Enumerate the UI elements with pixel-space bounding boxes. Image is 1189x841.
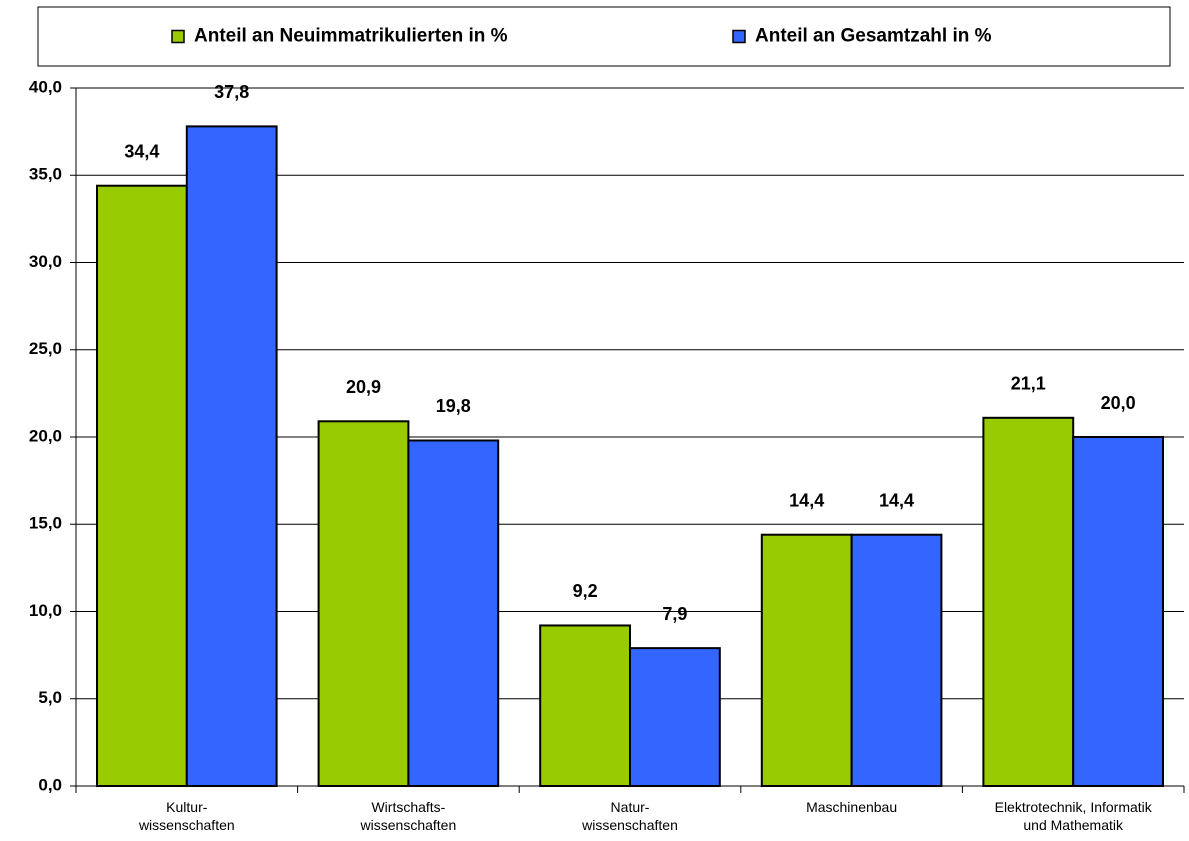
- y-tick-label: 20,0: [29, 426, 62, 445]
- x-tick-label: Kultur-wissenschaften: [138, 799, 235, 833]
- data-label: 34,4: [124, 141, 159, 161]
- data-label: 37,8: [214, 82, 249, 102]
- y-tick-label: 35,0: [29, 165, 62, 184]
- data-label: 7,9: [662, 604, 687, 624]
- data-label: 14,4: [879, 490, 914, 510]
- y-tick-label: 0,0: [38, 775, 62, 794]
- data-label: 9,2: [573, 581, 598, 601]
- data-label: 19,8: [436, 396, 471, 416]
- x-tick-label: Elektrotechnik, Informatik und Mathematik: [995, 799, 1153, 833]
- bar: [982, 416, 1075, 787]
- legend-label: Anteil an Neuimmatrikulierten in %: [194, 26, 508, 47]
- legend-box: [37, 6, 1171, 67]
- x-tick-label: Wirtschafts-wissenschaften: [360, 799, 457, 833]
- y-tick-label: 5,0: [38, 688, 62, 707]
- bar: [407, 439, 500, 787]
- bar: [1072, 436, 1164, 787]
- y-tick-label: 30,0: [29, 252, 62, 271]
- y-tick-label: 15,0: [29, 514, 62, 533]
- bar: [96, 184, 188, 788]
- y-tick-label: 25,0: [29, 339, 62, 358]
- legend-label: Anteil an Gesamtzahl in %: [755, 26, 992, 47]
- y-tick-label: 40,0: [29, 77, 62, 96]
- y-tick-label: 10,0: [29, 601, 62, 620]
- bar: [539, 624, 632, 788]
- x-tick-label: Maschinenbau: [806, 799, 897, 815]
- bar: [629, 647, 721, 788]
- bar: [317, 420, 410, 787]
- legend-swatch: [171, 29, 185, 44]
- legend-swatch: [732, 29, 746, 44]
- bar: [850, 533, 943, 787]
- data-label: 20,0: [1101, 393, 1136, 413]
- bar: [760, 533, 853, 787]
- data-label: 20,9: [346, 377, 381, 397]
- bar: [185, 125, 278, 787]
- x-tick-label: Natur-wissenschaften: [581, 799, 678, 833]
- data-label: 14,4: [789, 490, 824, 510]
- data-label: 21,1: [1011, 374, 1046, 394]
